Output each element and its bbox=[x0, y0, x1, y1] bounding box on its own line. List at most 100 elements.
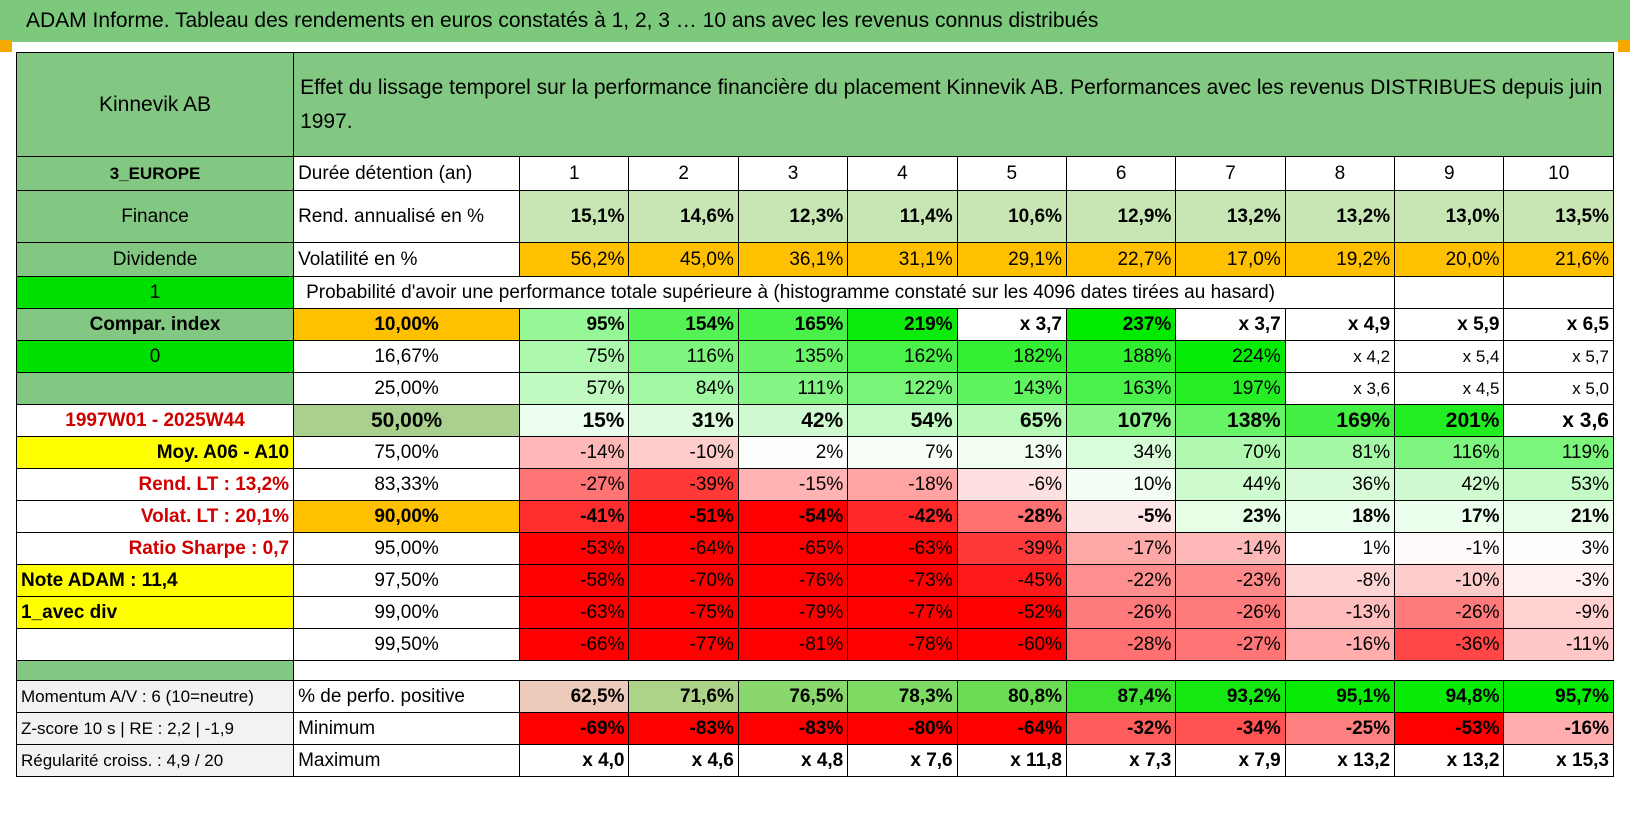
probability-value-cell: 122% bbox=[847, 372, 958, 405]
probability-value-cell: -53% bbox=[519, 532, 630, 565]
probability-value-cell: 53% bbox=[1503, 468, 1614, 501]
probability-value-cell: x 3,7 bbox=[1175, 308, 1286, 341]
year-header-cell: 3 bbox=[737, 156, 849, 191]
percentile-cell: 50,00% bbox=[293, 404, 521, 437]
probability-value-cell: 75% bbox=[519, 340, 630, 373]
table-row: 0 16,67% 75% 116% 135% 162% 182% 188% 224% x 4,2 x… bbox=[15, 340, 1614, 373]
probability-value-cell: -39% bbox=[628, 468, 739, 501]
probability-value-cell: -79% bbox=[737, 596, 849, 629]
probability-value-cell: -22% bbox=[1065, 564, 1177, 597]
probability-value-cell: x 3,6 bbox=[1503, 404, 1614, 437]
probability-value-cell: -51% bbox=[628, 500, 739, 533]
probability-value-cell: -70% bbox=[628, 564, 739, 597]
type-label: Dividende bbox=[15, 242, 295, 277]
probability-value-cell: -60% bbox=[956, 628, 1067, 661]
probability-value-cell: -77% bbox=[847, 596, 958, 629]
summary-value-cell: 94,8% bbox=[1394, 680, 1505, 713]
probability-value-cell: x 5,0 bbox=[1503, 372, 1614, 405]
probability-value-cell: 107% bbox=[1065, 404, 1177, 437]
probability-value-cell: -41% bbox=[519, 500, 630, 533]
probability-value-cell: -6% bbox=[956, 468, 1067, 501]
probability-value-cell: -18% bbox=[847, 468, 958, 501]
probability-value-cell: x 6,5 bbox=[1503, 308, 1614, 341]
probability-value-cell: 165% bbox=[737, 308, 849, 341]
summary-value-cell: x 13,2 bbox=[1284, 744, 1396, 777]
probability-value-cell: -17% bbox=[1065, 532, 1177, 565]
summary-value-cell: x 7,3 bbox=[1065, 744, 1177, 777]
indicator-label: Momentum A/V : 6 (10=neutre) bbox=[15, 680, 295, 713]
table-row: Régularité croiss. : 4,9 / 20 Maximum x 4,… bbox=[15, 744, 1614, 777]
probability-value-cell: -1% bbox=[1394, 532, 1505, 565]
rendement-cell: 13,2% bbox=[1284, 190, 1396, 243]
separator-blank bbox=[293, 660, 1614, 681]
probability-value-cell: -27% bbox=[519, 468, 630, 501]
probability-value-cell: x 5,9 bbox=[1394, 308, 1505, 341]
probability-value-cell: 224% bbox=[1175, 340, 1286, 373]
probability-value-cell: 116% bbox=[1394, 436, 1505, 469]
summary-value-cell: 95,7% bbox=[1503, 680, 1614, 713]
rendement-cell: 13,2% bbox=[1175, 190, 1286, 243]
percentile-cell: 16,67% bbox=[293, 340, 521, 373]
indicator-label: Z-score 10 s | RE : 2,2 | -1,9 bbox=[15, 712, 295, 745]
summary-side-label: 1_avec div bbox=[15, 596, 295, 629]
probability-value-cell: 119% bbox=[1503, 436, 1614, 469]
percentile-cell: 97,50% bbox=[293, 564, 521, 597]
probability-value-cell: -52% bbox=[956, 596, 1067, 629]
probability-value-cell: 84% bbox=[628, 372, 739, 405]
probability-value-cell: 197% bbox=[1175, 372, 1286, 405]
summary-value-cell: x 15,3 bbox=[1503, 744, 1614, 777]
summary-side-label bbox=[15, 628, 295, 661]
probability-value-cell: -39% bbox=[956, 532, 1067, 565]
probability-value-cell: 138% bbox=[1175, 404, 1286, 437]
probability-value-cell: -73% bbox=[847, 564, 958, 597]
probability-value-cell: -26% bbox=[1065, 596, 1177, 629]
probability-value-cell: -10% bbox=[1394, 564, 1505, 597]
table-row: Z-score 10 s | RE : 2,2 | -1,9 Minimum -69… bbox=[15, 712, 1614, 745]
probability-value-cell: 44% bbox=[1175, 468, 1286, 501]
probability-value-cell: 15% bbox=[519, 404, 630, 437]
sector-label: Finance bbox=[15, 190, 295, 243]
probability-value-cell: -66% bbox=[519, 628, 630, 661]
probability-value-cell: 169% bbox=[1284, 404, 1396, 437]
probability-value-cell: -65% bbox=[737, 532, 849, 565]
probability-value-cell: 65% bbox=[956, 404, 1067, 437]
rendement-cell: 11,4% bbox=[847, 190, 958, 243]
left-edge-marker bbox=[0, 40, 12, 52]
summary-value-cell: -53% bbox=[1394, 712, 1505, 745]
probability-value-cell: -42% bbox=[847, 500, 958, 533]
summary-value-cell: 80,8% bbox=[956, 680, 1067, 713]
summary-value-cell: 95,1% bbox=[1284, 680, 1396, 713]
volatility-cell: 56,2% bbox=[519, 242, 630, 277]
probability-flag-cell: 1 bbox=[15, 276, 295, 309]
probability-value-cell: -16% bbox=[1284, 628, 1396, 661]
percentile-cell: 25,00% bbox=[293, 372, 521, 405]
probability-value-cell: 3% bbox=[1503, 532, 1614, 565]
table-row bbox=[15, 660, 1614, 681]
summary-value-cell: -83% bbox=[737, 712, 849, 745]
probability-value-cell: 237% bbox=[1065, 308, 1177, 341]
year-header-cell: 10 bbox=[1503, 156, 1614, 191]
probability-value-cell: -10% bbox=[628, 436, 739, 469]
percentile-cell: 99,50% bbox=[293, 628, 521, 661]
probability-value-cell: -11% bbox=[1503, 628, 1614, 661]
probability-value-cell: -36% bbox=[1394, 628, 1505, 661]
returns-table: Kinnevik AB Effet du lissage temporel su… bbox=[15, 52, 1614, 777]
probability-value-cell: -23% bbox=[1175, 564, 1286, 597]
probability-value-cell: 95% bbox=[519, 308, 630, 341]
year-header-cell: 2 bbox=[628, 156, 739, 191]
probability-value-cell: -64% bbox=[628, 532, 739, 565]
probability-value-cell: -27% bbox=[1175, 628, 1286, 661]
probability-value-cell: 13% bbox=[956, 436, 1067, 469]
probability-value-cell: 188% bbox=[1065, 340, 1177, 373]
rendement-cell: 13,5% bbox=[1503, 190, 1614, 243]
probability-value-cell: -75% bbox=[628, 596, 739, 629]
probability-value-cell: x 3,7 bbox=[956, 308, 1067, 341]
volatility-cell: 22,7% bbox=[1065, 242, 1177, 277]
volatility-cell: 20,0% bbox=[1394, 242, 1505, 277]
volatility-cell: 31,1% bbox=[847, 242, 958, 277]
probability-value-cell: -58% bbox=[519, 564, 630, 597]
table-row: Note ADAM : 11,4 97,50% -58% -70% -76% -73% -4… bbox=[15, 564, 1614, 597]
probability-value-cell: 57% bbox=[519, 372, 630, 405]
probability-value-cell: 31% bbox=[628, 404, 739, 437]
year-header-cell: 6 bbox=[1065, 156, 1177, 191]
